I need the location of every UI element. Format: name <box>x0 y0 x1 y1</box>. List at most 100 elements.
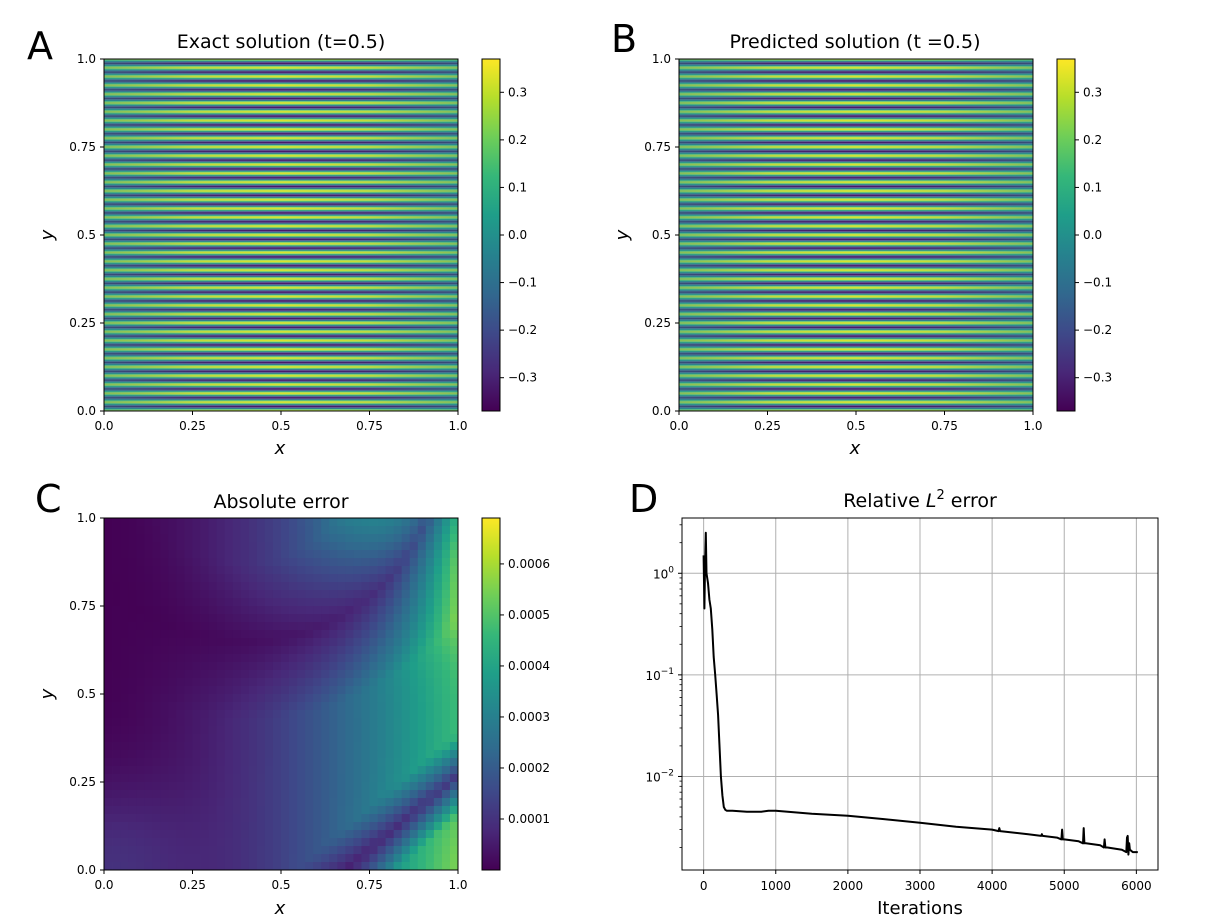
heatmap-cell <box>240 782 250 791</box>
heatmap-cell <box>321 614 330 623</box>
heatmap-cell <box>297 646 306 655</box>
heatmap-cell <box>377 566 386 575</box>
heatmap-cell <box>441 750 451 759</box>
heatmap-cell <box>401 646 411 655</box>
heatmap-cell <box>417 518 427 527</box>
heatmap-cell <box>224 742 234 751</box>
heatmap-cell <box>104 678 113 687</box>
heatmap-cell <box>449 582 459 591</box>
heatmap-cell <box>144 726 153 735</box>
heatmap-cell <box>240 822 250 831</box>
heatmap-cell <box>128 830 137 839</box>
heatmap-cell <box>417 750 427 759</box>
heatmap-cell <box>224 582 234 591</box>
x-tick-label: 1000 <box>760 879 791 893</box>
heatmap-cell <box>409 774 419 783</box>
heatmap-cell <box>433 518 443 527</box>
heatmap-cell <box>401 598 411 607</box>
heatmap-cell <box>128 774 137 783</box>
heatmap-cell <box>393 742 403 751</box>
heatmap-cell <box>369 582 378 591</box>
heatmap-cell <box>441 534 451 543</box>
heatmap-cell <box>305 654 314 663</box>
heatmap-cell <box>208 766 218 775</box>
heatmap-cell <box>297 630 306 639</box>
heatmap-cell <box>192 550 201 559</box>
heatmap-cell <box>385 750 395 759</box>
heatmap-cell <box>289 846 298 855</box>
heatmap-cell <box>305 718 314 727</box>
y-tick-label: 0.25 <box>69 316 96 330</box>
heatmap-cell <box>128 710 137 719</box>
heatmap-cell <box>136 718 145 727</box>
heatmap-cell <box>216 622 226 631</box>
heatmap-cell <box>281 630 290 639</box>
heatmap-cell <box>441 734 451 743</box>
heatmap-cell <box>313 598 322 607</box>
heatmap-cell <box>216 726 226 735</box>
heatmap-cell <box>160 526 169 535</box>
heatmap-cell <box>433 750 443 759</box>
heatmap-cell <box>281 734 290 743</box>
heatmap-cell <box>401 838 411 847</box>
heatmap-cell <box>256 798 266 807</box>
heatmap-cell <box>128 694 137 703</box>
heatmap-cell <box>345 798 354 807</box>
heatmap-cell <box>409 590 419 599</box>
heatmap-cell <box>240 662 250 671</box>
heatmap-cell <box>289 758 298 767</box>
heatmap-cell <box>425 518 435 527</box>
panel-c-ylabel: y <box>37 688 58 700</box>
heatmap-cell <box>313 782 322 791</box>
heatmap-cell <box>449 774 459 783</box>
heatmap-cell <box>401 582 411 591</box>
heatmap-cell <box>401 750 411 759</box>
heatmap-cell <box>289 678 298 687</box>
panel-b-colorbar <box>1056 58 1076 412</box>
heatmap-cell <box>144 574 153 583</box>
heatmap-cell <box>425 830 435 839</box>
heatmap-cell <box>208 734 218 743</box>
heatmap-cell <box>240 558 250 567</box>
heatmap-cell <box>345 790 354 799</box>
heatmap-cell <box>104 854 113 863</box>
heatmap-cell <box>361 574 370 583</box>
heatmap-cell <box>176 590 185 599</box>
heatmap-cell <box>289 590 298 599</box>
heatmap-cell <box>136 638 145 647</box>
heatmap-cell <box>152 710 161 719</box>
heatmap-cell <box>208 790 218 799</box>
heatmap-cell <box>377 750 386 759</box>
heatmap-cell <box>144 790 153 799</box>
heatmap-cell <box>168 534 177 543</box>
heatmap-cell <box>240 550 250 559</box>
heatmap-cell <box>104 582 113 591</box>
heatmap-cell <box>337 822 346 831</box>
heatmap-cell <box>369 670 378 679</box>
heatmap-cell <box>337 838 346 847</box>
heatmap-cell <box>433 582 443 591</box>
heatmap-cell <box>200 534 209 543</box>
heatmap-cell <box>224 814 234 823</box>
heatmap-cell <box>305 558 314 567</box>
heatmap-cell <box>313 854 322 863</box>
heatmap-cell <box>192 766 201 775</box>
heatmap-cell <box>168 630 177 639</box>
heatmap-cell <box>297 518 306 527</box>
heatmap-cell <box>321 670 330 679</box>
heatmap-cell <box>425 750 435 759</box>
heatmap-cell <box>184 606 193 615</box>
heatmap-cell <box>216 846 226 855</box>
panel-b-xlabel: x <box>849 438 861 459</box>
heatmap-cell <box>297 718 306 727</box>
heatmap-cell <box>289 686 298 695</box>
heatmap-cell <box>417 566 427 575</box>
heatmap-cell <box>369 702 378 711</box>
heatmap-cell <box>184 638 193 647</box>
heatmap-cell <box>272 830 282 839</box>
heatmap-cell <box>248 630 258 639</box>
heatmap-cell <box>192 582 201 591</box>
heatmap-cell <box>305 670 314 679</box>
heatmap-cell <box>417 790 427 799</box>
heatmap-cell <box>232 814 242 823</box>
